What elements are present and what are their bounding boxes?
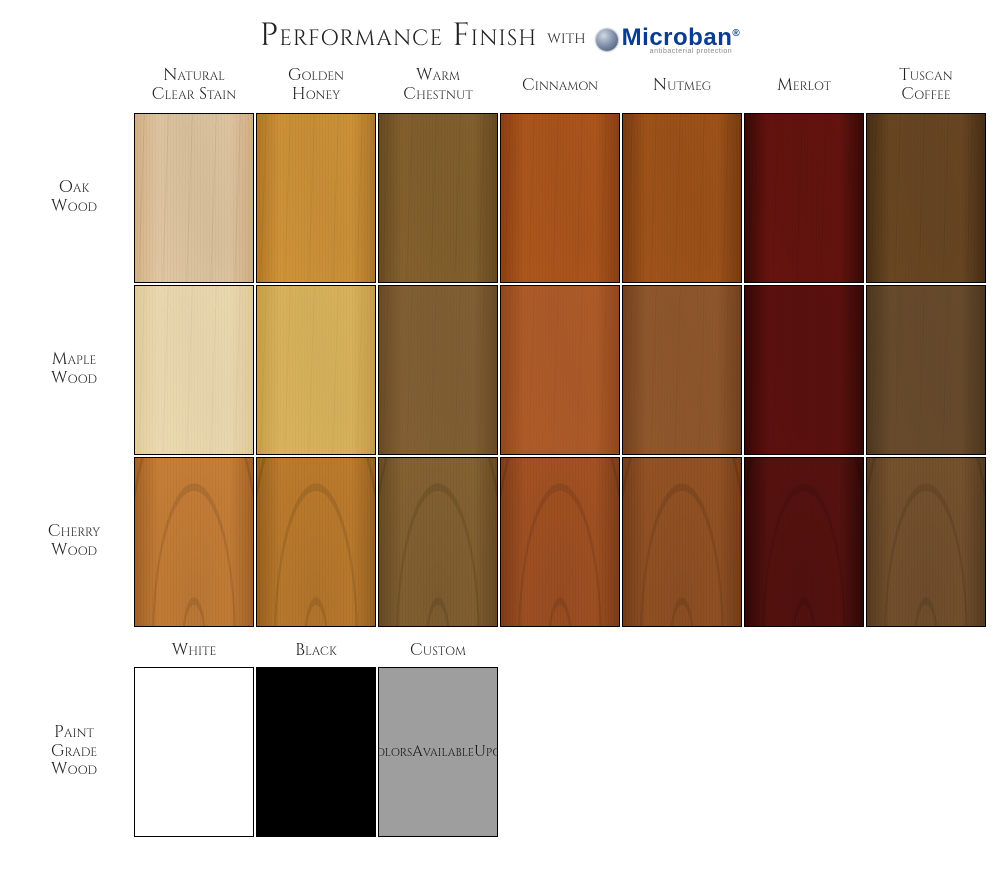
wood-swatch — [866, 113, 986, 283]
paint-column-header: White — [134, 637, 254, 665]
wood-swatch — [500, 113, 620, 283]
row-label: CherryWood — [20, 457, 132, 627]
wood-swatch — [744, 457, 864, 627]
wood-swatch — [500, 457, 620, 627]
column-header: Nutmeg — [622, 61, 742, 111]
wood-swatch — [622, 285, 742, 455]
title-row: Performance Finish with Microban® antiba… — [20, 14, 980, 57]
wood-swatch — [378, 113, 498, 283]
wood-swatch — [134, 457, 254, 627]
column-header: NaturalClear Stain — [134, 61, 254, 111]
paint-column-header: Black — [256, 637, 376, 665]
brand-orb-icon — [596, 29, 618, 51]
page-title: Performance Finish — [260, 14, 537, 57]
title-with: with — [547, 24, 586, 57]
wood-swatch — [378, 285, 498, 455]
column-header: TuscanCoffee — [866, 61, 986, 111]
paint-column-header: Custom — [378, 637, 498, 665]
wood-swatch — [378, 457, 498, 627]
wood-swatch — [500, 285, 620, 455]
wood-swatch — [256, 457, 376, 627]
column-header: WarmChestnut — [378, 61, 498, 111]
paint-swatch — [134, 667, 254, 837]
paint-swatch: CustomColorsAvailableUponRequest — [378, 667, 498, 837]
swatch-grid: NaturalClear StainGoldenHoneyWarmChestnu… — [20, 61, 980, 837]
wood-swatch — [866, 285, 986, 455]
column-header: Merlot — [744, 61, 864, 111]
wood-swatch — [256, 285, 376, 455]
column-header: Cinnamon — [500, 61, 620, 111]
row-label: MapleWood — [20, 285, 132, 455]
brand-logo: Microban® antibacterial protection — [596, 24, 741, 57]
wood-swatch — [622, 113, 742, 283]
wood-swatch — [134, 113, 254, 283]
row-label: PaintGradeWood — [20, 667, 132, 837]
wood-swatch — [256, 113, 376, 283]
swatch-chart-page: Performance Finish with Microban® antiba… — [0, 0, 1000, 886]
row-label: OakWood — [20, 113, 132, 283]
wood-swatch — [622, 457, 742, 627]
brand-tagline: antibacterial protection — [650, 48, 732, 55]
wood-swatch — [744, 285, 864, 455]
wood-swatch — [866, 457, 986, 627]
wood-swatch — [744, 113, 864, 283]
wood-swatch — [134, 285, 254, 455]
paint-swatch — [256, 667, 376, 837]
column-header: GoldenHoney — [256, 61, 376, 111]
